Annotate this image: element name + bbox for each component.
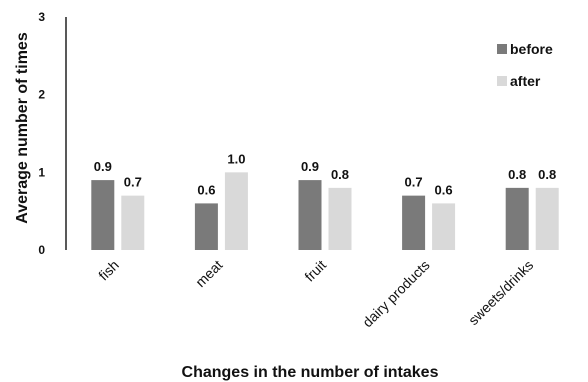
bar-after-1	[224, 172, 248, 250]
y-tick-label: 0	[38, 243, 45, 257]
data-label-after-4: 0.8	[538, 167, 556, 182]
bar-before-0	[91, 180, 115, 250]
y-tick-label: 3	[38, 10, 45, 24]
bar-before-3	[402, 195, 426, 250]
legend: before after	[497, 41, 553, 89]
data-label-after-0: 0.7	[124, 175, 142, 190]
x-category-label: dairy products	[359, 257, 432, 330]
bar-before-4	[505, 187, 529, 250]
data-labels: 0.9 0.7 0.6 1.0 0.9 0.8 0.7 0.6 0.8 0.8	[94, 151, 556, 197]
x-axis-categories: fish meat fruit dairy products sweets/drinks	[95, 257, 536, 331]
y-tick-label: 2	[38, 88, 45, 102]
bar-before-1	[194, 203, 218, 250]
bars	[91, 172, 559, 250]
data-label-before-0: 0.9	[94, 159, 112, 174]
data-label-before-1: 0.6	[197, 182, 215, 197]
y-tick-label: 1	[38, 165, 45, 179]
bar-after-2	[328, 187, 352, 250]
x-category-label: fish	[95, 257, 122, 284]
x-category-label: sweets/drinks	[465, 257, 536, 328]
data-label-before-4: 0.8	[508, 167, 526, 182]
data-label-after-1: 1.0	[227, 151, 245, 166]
y-axis: 0 1 2 3	[38, 10, 67, 257]
data-label-after-3: 0.6	[435, 182, 453, 197]
data-label-after-2: 0.8	[331, 167, 349, 182]
bar-after-4	[535, 187, 559, 250]
x-category-label: meat	[192, 257, 225, 290]
legend-label-before: before	[510, 41, 553, 57]
x-axis-title: Changes in the number of intakes	[182, 364, 439, 381]
legend-swatch-before	[497, 44, 507, 54]
bar-after-3	[432, 203, 456, 250]
data-label-before-3: 0.7	[405, 175, 423, 190]
legend-swatch-after	[497, 76, 507, 86]
bar-before-2	[298, 180, 322, 250]
bar-after-0	[121, 195, 145, 250]
x-category-label: fruit	[301, 257, 329, 285]
legend-label-after: after	[510, 73, 541, 89]
y-axis-title: Average number of times	[14, 32, 31, 224]
data-label-before-2: 0.9	[301, 159, 319, 174]
